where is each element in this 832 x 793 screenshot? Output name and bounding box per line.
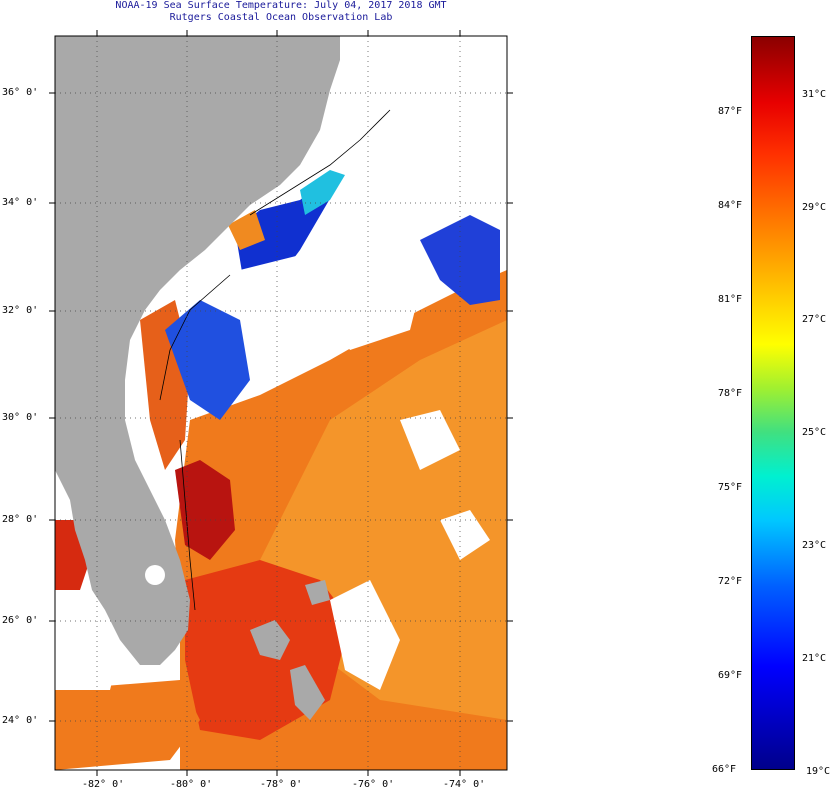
cloud-patch-3 <box>330 580 400 690</box>
cloud-patch-6 <box>440 510 490 560</box>
land-mainland <box>55 36 340 665</box>
cb-f-75: 75°F <box>718 482 743 493</box>
lon-label-74: -74° 0' <box>443 779 486 790</box>
lat-label-26: 26° 0' <box>2 615 39 626</box>
lat-label-32: 32° 0' <box>2 305 39 316</box>
map-tick-marks <box>49 30 513 776</box>
cloud-patch-4 <box>55 600 120 690</box>
lon-label-82: -82° 0' <box>82 779 125 790</box>
lon-label-80: -80° 0' <box>170 779 213 790</box>
map-gridlines <box>55 36 507 770</box>
lat-label-28: 28° 0' <box>2 514 39 525</box>
cb-f-81: 81°F <box>718 294 743 305</box>
cb-c-19: 19°C <box>806 766 831 777</box>
cb-f-69: 69°F <box>718 670 743 681</box>
cb-c-25: 25°C <box>802 427 827 438</box>
lat-label-24: 24° 0' <box>2 715 39 726</box>
lat-label-36: 36° 0' <box>2 87 39 98</box>
cb-f-87: 87°F <box>718 106 743 117</box>
cb-c-21: 21°C <box>802 653 827 664</box>
land-bahamas-1 <box>250 620 290 660</box>
map-frame <box>54 35 508 771</box>
sst-cyan-band <box>300 170 345 215</box>
lat-label-34: 34° 0' <box>2 197 39 208</box>
cloud-patch-5 <box>400 410 460 470</box>
cb-c-27: 27°C <box>802 314 827 325</box>
sst-orange-bight <box>228 210 265 250</box>
cb-c-31: 31°C <box>802 89 827 100</box>
land-bahamas-2 <box>290 665 325 720</box>
map-title: NOAA-19 Sea Surface Temperature: July 04… <box>115 0 447 11</box>
lon-label-78: -78° 0' <box>260 779 303 790</box>
cb-f-84: 84°F <box>718 200 743 211</box>
cloud-patch-2 <box>330 290 420 350</box>
land-bahamas-3 <box>305 580 330 605</box>
land-lake <box>145 565 165 585</box>
sst-blue-patches <box>165 300 250 420</box>
cb-f-66: 66°F <box>712 764 737 775</box>
cb-f-78: 78°F <box>718 388 743 399</box>
lat-label-30: 30° 0' <box>2 412 39 423</box>
sst-keys-warm <box>55 680 200 770</box>
cb-c-29: 29°C <box>802 202 827 213</box>
sst-blue-offshore <box>420 215 500 305</box>
map-subtitle: Rutgers Coastal Ocean Observation Lab <box>169 12 393 23</box>
cb-f-72: 72°F <box>718 576 743 587</box>
isobath-contour <box>159 109 391 611</box>
lon-label-76: -76° 0' <box>352 779 395 790</box>
sst-hot-core <box>175 460 235 560</box>
temperature-colorbar <box>751 36 795 770</box>
cb-c-23: 23°C <box>802 540 827 551</box>
